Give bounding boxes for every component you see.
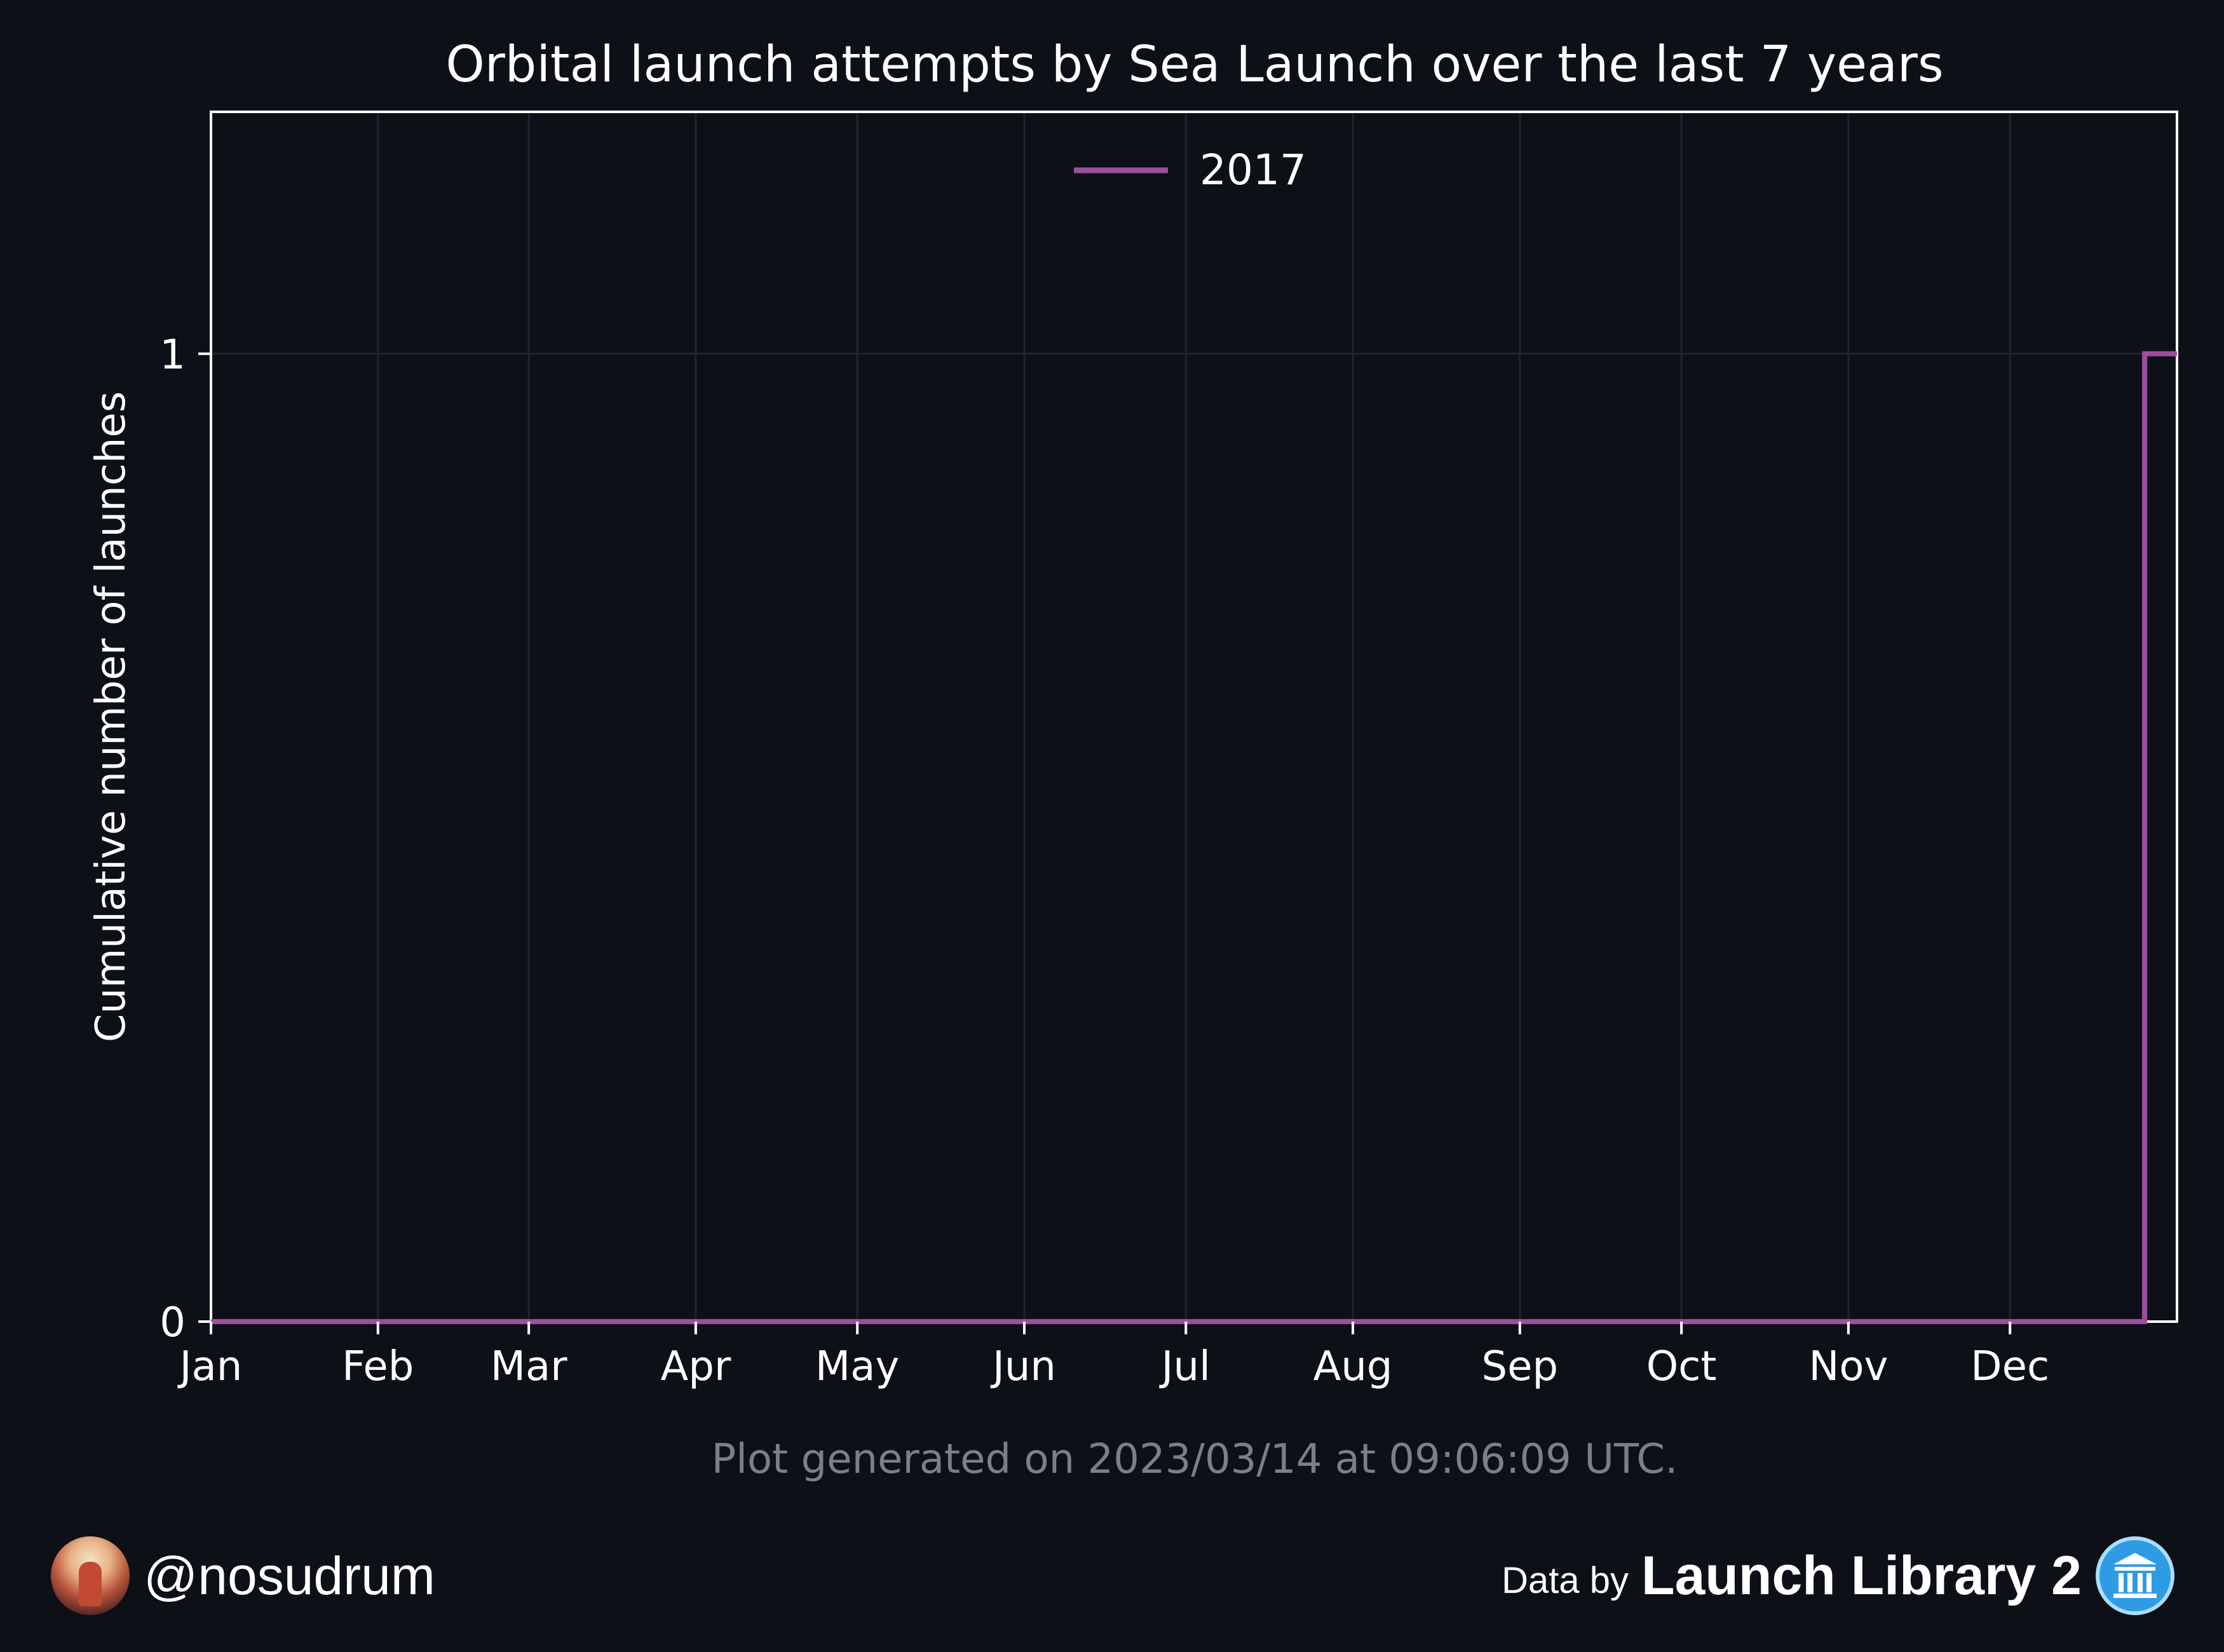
author-handle: @nosudrum <box>144 1546 435 1606</box>
chart-title: Orbital launch attempts by Sea Launch ov… <box>445 36 1943 93</box>
y-axis-label: Cumulative number of launches <box>88 391 135 1042</box>
grid <box>210 112 2177 1323</box>
x-axis: Jan Feb Mar Apr May Jun Jul Aug Sep Oct Nov Dec <box>177 1322 2049 1390</box>
x-tick-label: Feb <box>342 1343 414 1390</box>
x-tick-label: Nov <box>1808 1343 1888 1390</box>
plot-frame <box>210 111 2178 1323</box>
x-tick-label: Dec <box>1970 1343 2049 1390</box>
series-layer <box>211 351 2177 1324</box>
legend: 2017 <box>1074 146 1306 194</box>
x-tick-label: Jun <box>990 1343 1056 1390</box>
avatar <box>51 1536 130 1615</box>
x-tick-label: Jul <box>1159 1343 1210 1390</box>
generated-note: Plot generated on 2023/03/14 at 09:06:09… <box>712 1436 1678 1483</box>
x-tick-label: Sep <box>1482 1343 1559 1390</box>
legend-label-2017: 2017 <box>1200 146 1306 194</box>
x-tick-label: Mar <box>491 1343 567 1390</box>
series-line-2017 <box>211 351 2177 1324</box>
x-tick-label: Aug <box>1313 1343 1393 1390</box>
y-axis: 01 <box>159 332 211 1346</box>
x-tick-label: Oct <box>1646 1343 1717 1390</box>
data-source-credit: Data by Launch Library 2 <box>1502 1536 2174 1615</box>
author-credit: @nosudrum <box>51 1536 435 1615</box>
y-tick-label: 1 <box>159 332 186 379</box>
data-by-label: Data by <box>1502 1559 1629 1601</box>
x-tick-label: Apr <box>661 1343 731 1390</box>
x-tick-label: May <box>815 1343 899 1390</box>
x-tick-label: Jan <box>177 1343 243 1390</box>
data-source-name: Launch Library 2 <box>1641 1545 2082 1606</box>
y-tick-label: 0 <box>159 1299 186 1346</box>
launch-library-logo-icon <box>2096 1536 2174 1615</box>
